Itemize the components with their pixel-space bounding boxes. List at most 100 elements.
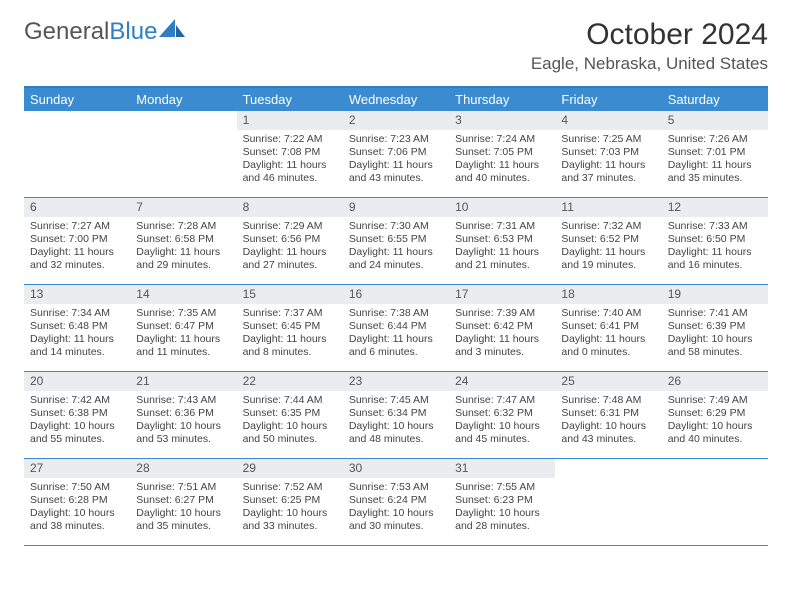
sunrise-text: Sunrise: 7:50 AM (30, 481, 124, 494)
sunset-text: Sunset: 7:06 PM (349, 146, 443, 159)
day-cell: 4Sunrise: 7:25 AMSunset: 7:03 PMDaylight… (555, 111, 661, 197)
day-number: 11 (555, 198, 661, 217)
sunset-text: Sunset: 6:42 PM (455, 320, 549, 333)
day-number: 7 (130, 198, 236, 217)
weeks-container: 1Sunrise: 7:22 AMSunset: 7:08 PMDaylight… (24, 111, 768, 546)
daylight-text: Daylight: 11 hours and 46 minutes. (243, 159, 337, 185)
sunrise-text: Sunrise: 7:48 AM (561, 394, 655, 407)
day-body: Sunrise: 7:49 AMSunset: 6:29 PMDaylight:… (662, 391, 768, 453)
day-cell: 24Sunrise: 7:47 AMSunset: 6:32 PMDayligh… (449, 372, 555, 458)
day-cell: 28Sunrise: 7:51 AMSunset: 6:27 PMDayligh… (130, 459, 236, 545)
daylight-text: Daylight: 11 hours and 21 minutes. (455, 246, 549, 272)
sunrise-text: Sunrise: 7:26 AM (668, 133, 762, 146)
day-number: 3 (449, 111, 555, 130)
day-number: 12 (662, 198, 768, 217)
day-cell: 22Sunrise: 7:44 AMSunset: 6:35 PMDayligh… (237, 372, 343, 458)
week-row: 6Sunrise: 7:27 AMSunset: 7:00 PMDaylight… (24, 198, 768, 285)
sunrise-text: Sunrise: 7:42 AM (30, 394, 124, 407)
daylight-text: Daylight: 10 hours and 53 minutes. (136, 420, 230, 446)
sunset-text: Sunset: 6:31 PM (561, 407, 655, 420)
day-cell (555, 459, 661, 545)
day-body: Sunrise: 7:32 AMSunset: 6:52 PMDaylight:… (555, 217, 661, 279)
daylight-text: Daylight: 10 hours and 45 minutes. (455, 420, 549, 446)
daylight-text: Daylight: 11 hours and 0 minutes. (561, 333, 655, 359)
day-number: 25 (555, 372, 661, 391)
sunrise-text: Sunrise: 7:34 AM (30, 307, 124, 320)
sunset-text: Sunset: 6:36 PM (136, 407, 230, 420)
day-number: 5 (662, 111, 768, 130)
sunrise-text: Sunrise: 7:52 AM (243, 481, 337, 494)
dow-row: Sunday Monday Tuesday Wednesday Thursday… (24, 88, 768, 111)
header: GeneralBlue October 2024 Eagle, Nebraska… (24, 18, 768, 74)
daylight-text: Daylight: 10 hours and 35 minutes. (136, 507, 230, 533)
day-body: Sunrise: 7:30 AMSunset: 6:55 PMDaylight:… (343, 217, 449, 279)
sunrise-text: Sunrise: 7:38 AM (349, 307, 443, 320)
day-cell: 31Sunrise: 7:55 AMSunset: 6:23 PMDayligh… (449, 459, 555, 545)
sunset-text: Sunset: 6:47 PM (136, 320, 230, 333)
day-body: Sunrise: 7:28 AMSunset: 6:58 PMDaylight:… (130, 217, 236, 279)
daylight-text: Daylight: 11 hours and 16 minutes. (668, 246, 762, 272)
day-cell: 11Sunrise: 7:32 AMSunset: 6:52 PMDayligh… (555, 198, 661, 284)
sunset-text: Sunset: 6:53 PM (455, 233, 549, 246)
day-body: Sunrise: 7:55 AMSunset: 6:23 PMDaylight:… (449, 478, 555, 540)
title-block: October 2024 Eagle, Nebraska, United Sta… (531, 18, 768, 74)
sunset-text: Sunset: 6:35 PM (243, 407, 337, 420)
day-number: 24 (449, 372, 555, 391)
day-number: 15 (237, 285, 343, 304)
sunrise-text: Sunrise: 7:55 AM (455, 481, 549, 494)
daylight-text: Daylight: 11 hours and 40 minutes. (455, 159, 549, 185)
sunrise-text: Sunrise: 7:25 AM (561, 133, 655, 146)
sunset-text: Sunset: 6:27 PM (136, 494, 230, 507)
sunrise-text: Sunrise: 7:43 AM (136, 394, 230, 407)
day-number: 31 (449, 459, 555, 478)
sunrise-text: Sunrise: 7:45 AM (349, 394, 443, 407)
day-number: 23 (343, 372, 449, 391)
sunset-text: Sunset: 6:38 PM (30, 407, 124, 420)
day-cell: 5Sunrise: 7:26 AMSunset: 7:01 PMDaylight… (662, 111, 768, 197)
week-row: 27Sunrise: 7:50 AMSunset: 6:28 PMDayligh… (24, 459, 768, 546)
dow-mon: Monday (130, 88, 236, 111)
day-number: 28 (130, 459, 236, 478)
sunset-text: Sunset: 7:00 PM (30, 233, 124, 246)
day-number: 19 (662, 285, 768, 304)
day-cell: 26Sunrise: 7:49 AMSunset: 6:29 PMDayligh… (662, 372, 768, 458)
day-number: 26 (662, 372, 768, 391)
day-number: 6 (24, 198, 130, 217)
day-body: Sunrise: 7:39 AMSunset: 6:42 PMDaylight:… (449, 304, 555, 366)
week-row: 13Sunrise: 7:34 AMSunset: 6:48 PMDayligh… (24, 285, 768, 372)
brand-logo: GeneralBlue (24, 18, 185, 46)
day-body: Sunrise: 7:53 AMSunset: 6:24 PMDaylight:… (343, 478, 449, 540)
day-cell: 8Sunrise: 7:29 AMSunset: 6:56 PMDaylight… (237, 198, 343, 284)
day-number: 20 (24, 372, 130, 391)
daylight-text: Daylight: 10 hours and 50 minutes. (243, 420, 337, 446)
day-number: 21 (130, 372, 236, 391)
day-body: Sunrise: 7:47 AMSunset: 6:32 PMDaylight:… (449, 391, 555, 453)
daylight-text: Daylight: 10 hours and 38 minutes. (30, 507, 124, 533)
day-cell: 1Sunrise: 7:22 AMSunset: 7:08 PMDaylight… (237, 111, 343, 197)
sunrise-text: Sunrise: 7:53 AM (349, 481, 443, 494)
sunset-text: Sunset: 7:03 PM (561, 146, 655, 159)
day-cell: 12Sunrise: 7:33 AMSunset: 6:50 PMDayligh… (662, 198, 768, 284)
sunrise-text: Sunrise: 7:37 AM (243, 307, 337, 320)
sunrise-text: Sunrise: 7:33 AM (668, 220, 762, 233)
dow-wed: Wednesday (343, 88, 449, 111)
day-body: Sunrise: 7:52 AMSunset: 6:25 PMDaylight:… (237, 478, 343, 540)
sunrise-text: Sunrise: 7:39 AM (455, 307, 549, 320)
day-number: 29 (237, 459, 343, 478)
day-cell (24, 111, 130, 197)
daylight-text: Daylight: 11 hours and 27 minutes. (243, 246, 337, 272)
day-body: Sunrise: 7:27 AMSunset: 7:00 PMDaylight:… (24, 217, 130, 279)
day-body: Sunrise: 7:43 AMSunset: 6:36 PMDaylight:… (130, 391, 236, 453)
day-body: Sunrise: 7:38 AMSunset: 6:44 PMDaylight:… (343, 304, 449, 366)
daylight-text: Daylight: 10 hours and 43 minutes. (561, 420, 655, 446)
sunrise-text: Sunrise: 7:35 AM (136, 307, 230, 320)
day-number: 22 (237, 372, 343, 391)
daylight-text: Daylight: 11 hours and 32 minutes. (30, 246, 124, 272)
sunset-text: Sunset: 6:58 PM (136, 233, 230, 246)
sail-icon (159, 18, 185, 46)
sunrise-text: Sunrise: 7:41 AM (668, 307, 762, 320)
day-number: 30 (343, 459, 449, 478)
day-body: Sunrise: 7:25 AMSunset: 7:03 PMDaylight:… (555, 130, 661, 192)
daylight-text: Daylight: 10 hours and 48 minutes. (349, 420, 443, 446)
day-body: Sunrise: 7:50 AMSunset: 6:28 PMDaylight:… (24, 478, 130, 540)
